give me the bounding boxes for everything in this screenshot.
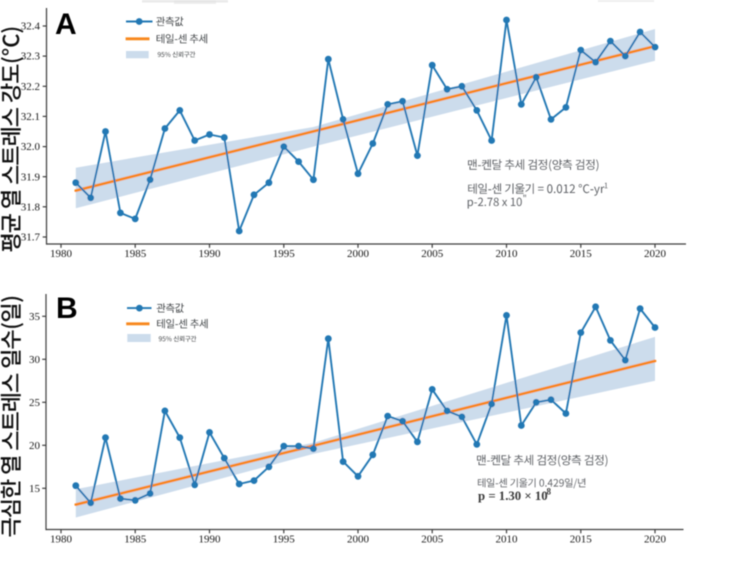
svg-text:2015: 2015 <box>570 534 593 546</box>
svg-text:32.1: 32.1 <box>21 111 40 123</box>
svg-text:32.2: 32.2 <box>21 81 40 93</box>
svg-text:31.8: 31.8 <box>21 201 41 213</box>
svg-text:15: 15 <box>29 483 41 495</box>
svg-text:31.9: 31.9 <box>21 171 41 183</box>
svg-text:32.0: 32.0 <box>21 141 41 153</box>
svg-text:B: B <box>56 292 78 325</box>
svg-text:8: 8 <box>547 487 552 497</box>
svg-text:A: A <box>55 8 77 41</box>
svg-text:20: 20 <box>29 440 41 452</box>
svg-text:1980: 1980 <box>50 534 73 546</box>
svg-text:2020: 2020 <box>644 248 667 260</box>
svg-text:1990: 1990 <box>199 534 222 546</box>
svg-text:2005: 2005 <box>421 248 444 260</box>
svg-text:1995: 1995 <box>273 248 296 260</box>
svg-text:p = 1.30 × 10: p = 1.30 × 10 <box>478 489 548 503</box>
svg-text:1980: 1980 <box>50 248 73 260</box>
svg-text:2010: 2010 <box>496 248 519 260</box>
svg-text:2015: 2015 <box>570 248 593 260</box>
svg-text:25: 25 <box>29 397 41 409</box>
svg-text:1995: 1995 <box>273 534 296 546</box>
svg-text:1985: 1985 <box>124 248 147 260</box>
svg-text:1985: 1985 <box>124 534 147 546</box>
svg-text:2000: 2000 <box>347 534 370 546</box>
svg-text:2020: 2020 <box>644 534 667 546</box>
svg-text:31.7: 31.7 <box>21 232 41 244</box>
svg-text:2010: 2010 <box>496 534 519 546</box>
svg-text:32.4: 32.4 <box>21 21 41 33</box>
svg-text:30: 30 <box>29 354 41 366</box>
svg-text:2005: 2005 <box>421 534 444 546</box>
svg-text:1990: 1990 <box>199 248 222 260</box>
svg-text:35: 35 <box>29 311 41 323</box>
svg-text:2000: 2000 <box>347 248 370 260</box>
svg-text:32.3: 32.3 <box>21 51 41 63</box>
